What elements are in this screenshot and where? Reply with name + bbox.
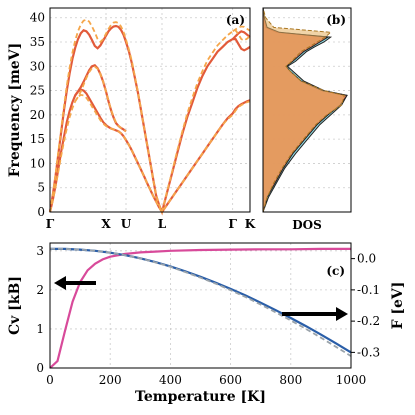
panel-a-frame bbox=[49, 7, 251, 213]
y-tick-label: 5 bbox=[37, 181, 45, 195]
x-tick-label: 400 bbox=[159, 373, 182, 387]
dispersion-branch-la-solid bbox=[48, 24, 251, 216]
y-tick-label: 20 bbox=[30, 108, 45, 122]
dispersion-branch-ta2-dashed bbox=[74, 65, 127, 133]
x-tick-label: 0 bbox=[46, 373, 54, 387]
y-tick-label: 0 bbox=[37, 205, 45, 219]
x-tick-label: K bbox=[245, 217, 256, 231]
dispersion-branch-k-upper-dashed bbox=[232, 25, 251, 33]
panel-a-label: (a) bbox=[226, 13, 245, 27]
x-axis-label: Temperature [K] bbox=[135, 389, 266, 405]
y-left-axis-label: Cv [kB] bbox=[7, 276, 23, 335]
x-tick-label: Γ bbox=[228, 217, 237, 231]
y-tick-label: 40 bbox=[30, 11, 45, 25]
y-right-tick-label: 0.0 bbox=[357, 252, 376, 266]
x-tick-label: 800 bbox=[279, 373, 302, 387]
panel-b-frame bbox=[262, 7, 352, 213]
x-tick-label: Γ bbox=[46, 217, 55, 231]
y-left-tick-label: 1 bbox=[36, 322, 44, 336]
x-tick-label: L bbox=[158, 217, 167, 231]
x-tick-label: 600 bbox=[219, 373, 242, 387]
arrow-left-head bbox=[54, 276, 66, 290]
x-axis-label: DOS bbox=[292, 218, 322, 232]
panel-b-dos: (b) DOS bbox=[262, 7, 352, 232]
dos-area-2 bbox=[262, 7, 345, 213]
y-tick-label: 10 bbox=[30, 156, 45, 170]
dispersion-branch-ta1-dashed bbox=[49, 93, 251, 214]
panel-c-label: (c) bbox=[326, 264, 345, 278]
series-f-dashed bbox=[50, 248, 352, 357]
y-right-tick-label: -0.2 bbox=[357, 314, 380, 328]
y-right-tick-label: -0.1 bbox=[357, 283, 380, 297]
series-cv bbox=[49, 247, 351, 369]
panel-c-thermodynamics: 0 200 400 600 800 1000 0 1 2 3 0.0 -0.1 -0.2 -0.3 (c) T… bbox=[7, 242, 406, 405]
y-tick-label: 35 bbox=[30, 35, 45, 49]
y-axis-label: Frequency [meV] bbox=[7, 43, 23, 177]
dispersion-branch-ta1-solid bbox=[48, 88, 251, 215]
y-tick-label: 30 bbox=[30, 59, 45, 73]
y-right-axis-label: F [eV] bbox=[390, 282, 406, 330]
y-left-tick-label: 0 bbox=[36, 361, 44, 375]
dispersion-branch-la-dashed bbox=[49, 18, 251, 215]
y-left-tick-label: 2 bbox=[36, 283, 44, 297]
y-tick-label: 25 bbox=[30, 84, 45, 98]
y-left-tick-label: 3 bbox=[36, 244, 44, 258]
panel-c-frame bbox=[49, 242, 352, 369]
panel-b-label: (b) bbox=[326, 13, 346, 27]
y-tick-label: 15 bbox=[30, 132, 45, 146]
dispersion-branch-k-upper-solid bbox=[231, 30, 251, 40]
x-tick-label: 1000 bbox=[336, 373, 367, 387]
y-right-tick-label: -0.3 bbox=[357, 345, 380, 359]
x-tick-label: U bbox=[121, 217, 132, 231]
x-tick-label: 200 bbox=[99, 373, 122, 387]
arrow-right-head bbox=[336, 307, 348, 321]
x-tick-label: X bbox=[101, 217, 111, 231]
